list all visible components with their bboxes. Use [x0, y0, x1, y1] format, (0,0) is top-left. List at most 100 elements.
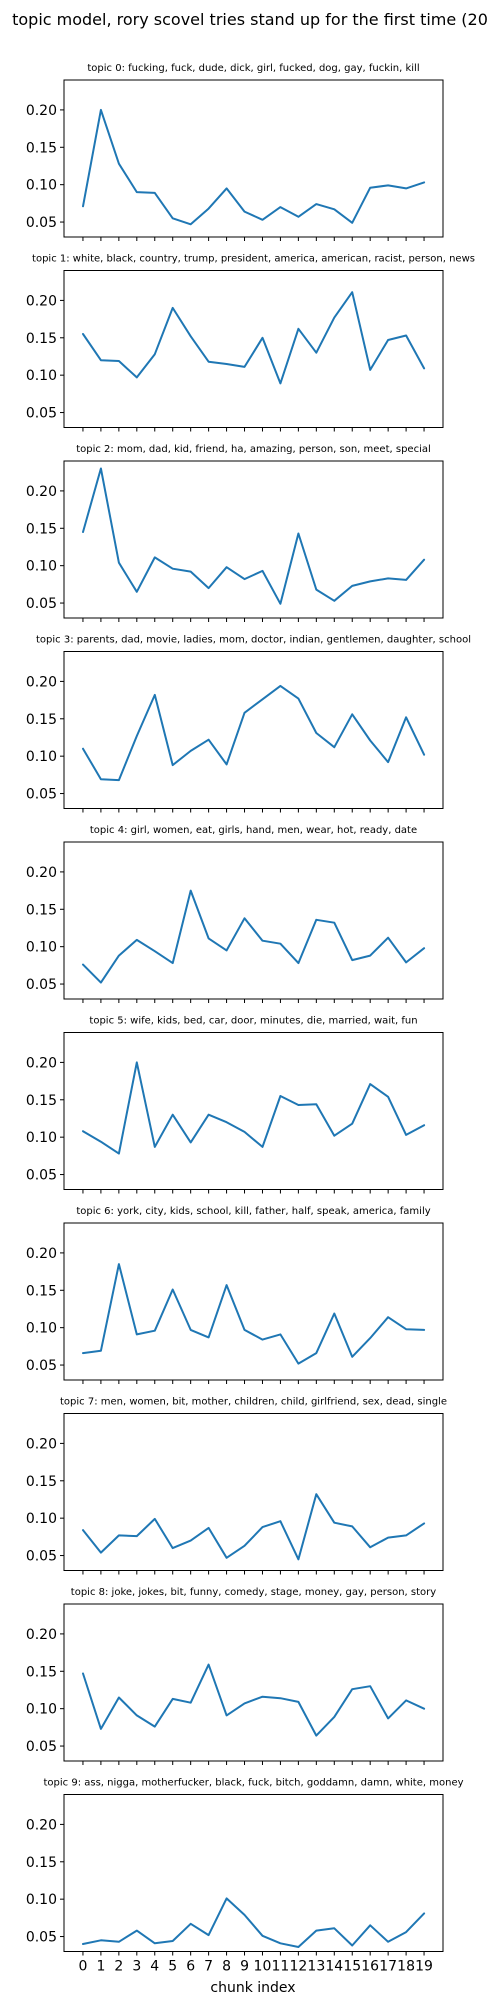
- subplot-topic-4: topic 4: girl, women, eat, girls, hand, …: [26, 825, 444, 1003]
- y-tick-label: 0.10: [26, 1892, 57, 1908]
- subplot-title: topic 6: york, city, kids, school, kill,…: [76, 1206, 430, 1217]
- y-tick-label: 0.05: [26, 596, 57, 612]
- plot-frame: [63, 1413, 444, 1571]
- y-tick-label: 0.15: [26, 331, 57, 347]
- x-tick-label: 3: [132, 1959, 141, 1975]
- subplot-grid: topic 0: fucking, fuck, dude, dick, girl…: [26, 63, 475, 1975]
- y-tick-label: 0.15: [26, 1855, 57, 1871]
- x-tick-label: 19: [415, 1959, 433, 1975]
- y-tick-label: 0.20: [26, 674, 57, 690]
- subplot-title: topic 5: wife, kids, bed, car, door, min…: [89, 1016, 417, 1027]
- y-tick-label: 0.20: [26, 293, 57, 309]
- subplot-topic-5: topic 5: wife, kids, bed, car, door, min…: [26, 1016, 444, 1194]
- y-tick-label: 0.20: [26, 1627, 57, 1643]
- y-tick-label: 0.10: [26, 1702, 57, 1718]
- x-tick-label: 13: [307, 1959, 325, 1975]
- subplot-topic-9: topic 9: ass, nigga, motherfucker, black…: [26, 1778, 464, 1975]
- y-tick-label: 0.20: [26, 484, 57, 500]
- y-tick-label: 0.05: [26, 1739, 57, 1755]
- y-tick-label: 0.05: [26, 1168, 57, 1184]
- x-tick-label: 14: [325, 1959, 343, 1975]
- subplot-topic-7: topic 7: men, women, bit, mother, childr…: [26, 1397, 447, 1575]
- figure-title: topic model, rory scovel tries stand up …: [12, 10, 488, 29]
- y-tick-label: 0.10: [26, 1130, 57, 1146]
- plot-frame: [63, 79, 444, 238]
- y-tick-label: 0.15: [26, 712, 57, 728]
- x-tick-label: 2: [114, 1959, 123, 1975]
- x-tick-label: 4: [150, 1959, 159, 1975]
- subplot-title: topic 1: white, black, country, trump, p…: [32, 254, 475, 265]
- y-tick-label: 0.05: [26, 787, 57, 803]
- x-tick-label: 12: [289, 1959, 307, 1975]
- plot-frame: [63, 841, 444, 1000]
- x-tick-label: 16: [361, 1959, 379, 1975]
- y-tick-label: 0.05: [26, 215, 57, 231]
- y-tick-label: 0.05: [26, 977, 57, 993]
- y-tick-label: 0.20: [26, 1246, 57, 1262]
- y-tick-label: 0.20: [26, 103, 57, 119]
- plot-frame: [63, 1032, 444, 1190]
- y-tick-label: 0.15: [26, 902, 57, 918]
- subplot-title: topic 8: joke, jokes, bit, funny, comedy…: [71, 1587, 436, 1598]
- y-tick-label: 0.15: [26, 1283, 57, 1299]
- subplot-topic-2: topic 2: mom, dad, kid, friend, ha, amaz…: [26, 444, 444, 622]
- plot-frame: [63, 460, 444, 619]
- y-tick-label: 0.10: [26, 368, 57, 384]
- y-tick-label: 0.05: [26, 1930, 57, 1946]
- subplot-topic-3: topic 3: parents, dad, movie, ladies, mo…: [26, 635, 471, 813]
- subplot-title: topic 3: parents, dad, movie, ladies, mo…: [36, 635, 471, 646]
- series-line-topic-6: [82, 1263, 426, 1365]
- series-line-topic-0: [82, 108, 426, 226]
- plot-frame: [63, 651, 444, 809]
- subplot-title: topic 7: men, women, bit, mother, childr…: [60, 1397, 447, 1408]
- y-tick-label: 0.20: [26, 1055, 57, 1071]
- y-tick-label: 0.15: [26, 1664, 57, 1680]
- y-tick-label: 0.15: [26, 1474, 57, 1490]
- x-axis-label: chunk index: [210, 1980, 295, 1996]
- y-tick-label: 0.05: [26, 406, 57, 422]
- y-tick-label: 0.10: [26, 1511, 57, 1527]
- x-tick-label: 1: [96, 1959, 105, 1975]
- y-tick-label: 0.10: [26, 749, 57, 765]
- y-tick-label: 0.10: [26, 178, 57, 194]
- subplot-topic-8: topic 8: joke, jokes, bit, funny, comedy…: [26, 1587, 444, 1765]
- series-line-topic-3: [82, 684, 426, 782]
- y-tick-label: 0.05: [26, 1549, 57, 1565]
- series-line-topic-5: [82, 1061, 426, 1155]
- y-tick-label: 0.20: [26, 1436, 57, 1452]
- y-tick-label: 0.10: [26, 559, 57, 575]
- x-tick-label: 10: [254, 1959, 272, 1975]
- plot-frame: [63, 1794, 444, 1952]
- x-tick-label: 6: [186, 1959, 195, 1975]
- series-line-topic-2: [82, 467, 426, 605]
- x-tick-label: 11: [272, 1959, 290, 1975]
- y-tick-label: 0.20: [26, 1817, 57, 1833]
- subplot-topic-0: topic 0: fucking, fuck, dude, dick, girl…: [26, 63, 444, 241]
- series-line-topic-9: [82, 1897, 426, 1948]
- plot-frame: [63, 270, 444, 428]
- x-tick-label: 9: [240, 1959, 249, 1975]
- x-tick-label: 5: [168, 1959, 177, 1975]
- subplot-topic-6: topic 6: york, city, kids, school, kill,…: [26, 1206, 444, 1384]
- x-tick-label: 8: [222, 1959, 231, 1975]
- y-tick-label: 0.10: [26, 1321, 57, 1337]
- x-tick-label: 17: [379, 1959, 397, 1975]
- plot-frame: [63, 1603, 444, 1762]
- x-tick-label: 0: [78, 1959, 87, 1975]
- series-line-topic-4: [82, 889, 426, 984]
- series-line-topic-7: [82, 1493, 426, 1561]
- y-tick-label: 0.15: [26, 1093, 57, 1109]
- y-tick-label: 0.05: [26, 1358, 57, 1374]
- subplot-topic-1: topic 1: white, black, country, trump, p…: [26, 254, 475, 432]
- y-tick-label: 0.20: [26, 865, 57, 881]
- y-tick-label: 0.15: [26, 140, 57, 156]
- x-tick-label: 7: [204, 1959, 213, 1975]
- series-line-topic-8: [82, 1663, 426, 1737]
- subplot-title: topic 2: mom, dad, kid, friend, ha, amaz…: [76, 444, 431, 455]
- series-line-topic-1: [82, 291, 426, 385]
- x-tick-label: 18: [397, 1959, 415, 1975]
- subplot-title: topic 0: fucking, fuck, dude, dick, girl…: [87, 63, 419, 74]
- plot-frame: [63, 1222, 444, 1381]
- y-tick-label: 0.10: [26, 940, 57, 956]
